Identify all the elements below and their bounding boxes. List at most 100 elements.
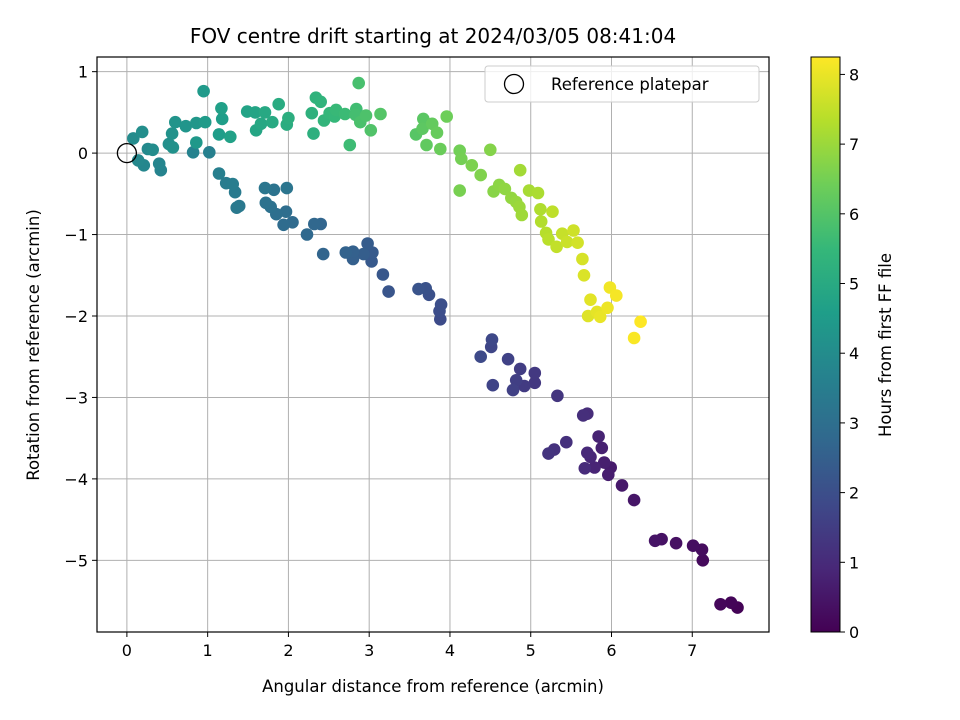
data-point	[186, 146, 200, 159]
data-point	[359, 109, 373, 122]
x-tick-label: 7	[687, 641, 697, 660]
y-tick-label: −2	[64, 307, 88, 326]
y-tick-label: 0	[78, 144, 88, 163]
data-point	[465, 159, 479, 172]
data-point	[376, 268, 390, 281]
y-axis-label: Rotation from reference (arcmin)	[24, 209, 43, 481]
reference-platepar-marker	[116, 142, 138, 164]
data-point	[179, 119, 193, 133]
data-point	[190, 136, 203, 149]
data-point	[724, 596, 738, 609]
x-tick-label: 5	[526, 641, 536, 660]
data-point	[169, 115, 182, 129]
data-point	[506, 383, 520, 397]
data-point	[534, 203, 547, 216]
x-axis-label: Angular distance from reference (arcmin)	[262, 677, 604, 696]
data-point	[215, 102, 228, 115]
data-point	[343, 138, 357, 152]
data-point	[595, 441, 609, 455]
data-point	[277, 218, 290, 232]
data-point	[560, 235, 574, 249]
data-point	[627, 493, 641, 507]
data-point	[135, 125, 149, 139]
data-point	[152, 157, 166, 170]
data-point	[361, 237, 374, 250]
colorbar-tick-label: 1	[849, 553, 859, 572]
data-point	[308, 217, 321, 231]
data-point	[648, 534, 662, 548]
data-point	[509, 374, 523, 387]
data-point	[714, 598, 727, 611]
data-point	[416, 122, 429, 135]
data-point	[627, 331, 641, 345]
data-point	[300, 228, 314, 241]
data-point	[166, 141, 180, 154]
data-point	[453, 184, 467, 197]
data-point	[696, 554, 710, 567]
data-point	[577, 269, 591, 282]
data-point	[198, 115, 212, 129]
colorbar-tick-label: 8	[849, 65, 859, 84]
data-point	[486, 378, 500, 392]
data-point	[127, 132, 140, 145]
plot-area-frame	[96, 56, 770, 633]
colorbar: 0 1 2 3 4 5 6 7 8 Hours from first FF file	[810, 56, 895, 642]
data-point	[230, 201, 243, 214]
data-point	[249, 106, 262, 119]
data-point	[282, 111, 295, 125]
data-point	[610, 289, 623, 302]
data-point	[224, 130, 237, 144]
data-points	[116, 76, 744, 614]
data-point	[484, 143, 497, 157]
data-point	[352, 76, 366, 90]
data-point	[374, 107, 387, 121]
axis-ticks: 0 1 2 3 4 5 6 7 1 0 −1 −2 −3 −4 −5	[64, 63, 697, 660]
data-point	[266, 115, 279, 129]
data-point	[146, 143, 159, 157]
grid-lines	[97, 57, 769, 632]
data-point	[215, 112, 229, 126]
data-point	[212, 128, 226, 141]
data-point	[513, 163, 527, 177]
data-point	[314, 95, 328, 109]
data-point	[434, 142, 447, 156]
y-tick-label: −1	[64, 226, 88, 245]
data-point	[197, 84, 210, 98]
data-point	[420, 138, 433, 152]
x-tick-label: 3	[364, 641, 374, 660]
data-point	[440, 110, 454, 123]
data-point	[338, 107, 352, 121]
data-point	[576, 409, 590, 422]
colorbar-tick-label: 5	[849, 275, 859, 294]
data-point	[501, 352, 515, 366]
data-point	[578, 462, 592, 475]
data-point	[339, 246, 353, 259]
data-point	[165, 127, 179, 140]
data-point	[593, 310, 607, 324]
legend: Reference platepar	[484, 65, 760, 103]
colorbar-tick-label: 3	[849, 414, 859, 433]
colorbar-label: Hours from first FF file	[876, 253, 895, 437]
data-point	[430, 126, 444, 139]
data-point	[592, 430, 605, 443]
legend-box	[484, 65, 760, 103]
y-tick-label: −3	[64, 388, 88, 407]
x-tick-label: 6	[606, 641, 616, 660]
data-point	[602, 468, 615, 482]
data-point	[254, 117, 268, 131]
colorbar-tick-label: 4	[849, 344, 859, 363]
data-point	[686, 539, 700, 552]
data-point	[279, 205, 293, 218]
data-point	[280, 181, 294, 195]
data-point	[212, 167, 226, 180]
colorbar-tick-label: 0	[849, 623, 859, 642]
x-tick-label: 2	[283, 641, 293, 660]
data-point	[455, 152, 468, 166]
data-point	[531, 186, 545, 200]
data-point	[515, 208, 529, 222]
legend-reference-marker	[503, 73, 525, 95]
data-point	[258, 181, 272, 195]
data-point	[597, 456, 611, 469]
colorbar-tick-label: 6	[849, 205, 859, 224]
